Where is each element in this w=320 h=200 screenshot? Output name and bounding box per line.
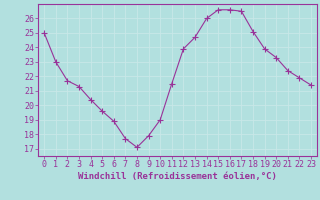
X-axis label: Windchill (Refroidissement éolien,°C): Windchill (Refroidissement éolien,°C): [78, 172, 277, 181]
